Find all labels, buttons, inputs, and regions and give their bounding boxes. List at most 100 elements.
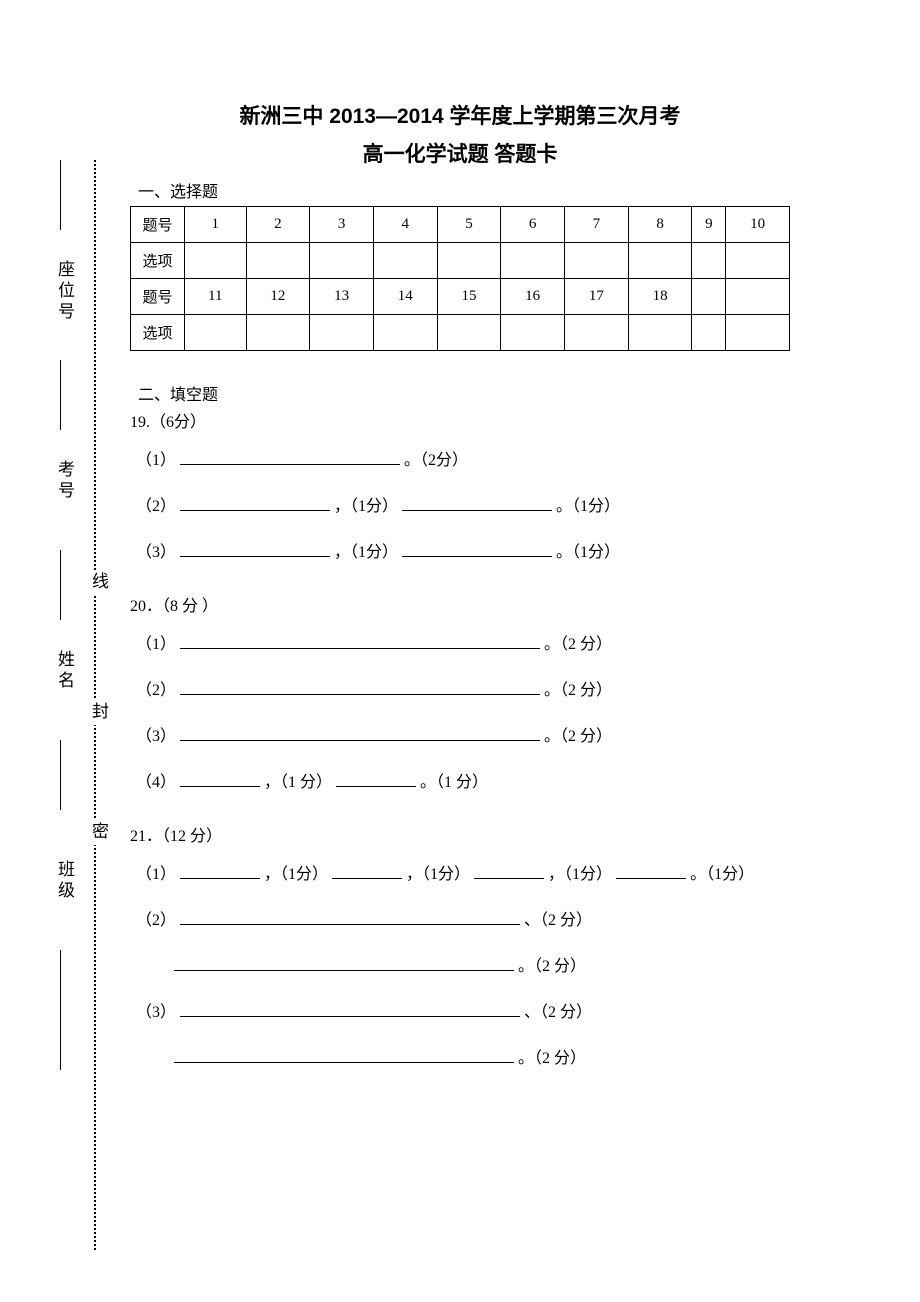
cell-answer[interactable] — [246, 315, 310, 351]
q20-line-4: （4） ，（1 分） 。（1 分） — [130, 771, 790, 795]
answer-blank[interactable] — [180, 1003, 520, 1017]
cell-qnum: 1 — [185, 207, 247, 243]
page-content: 新洲三中 2013—2014 学年度上学期第三次月考 高一化学试题 答题卡 一、… — [130, 100, 790, 1101]
answer-blank[interactable] — [474, 865, 544, 879]
answer-blank[interactable] — [180, 497, 330, 511]
prefix: （3） — [136, 1004, 176, 1021]
cell-answer[interactable] — [628, 315, 692, 351]
q20-line-3: （3） 。（2 分） — [130, 725, 790, 749]
cell-answer[interactable] — [373, 243, 437, 279]
mc-answer-table: 题号 1 2 3 4 5 6 7 8 9 10 选项 题号 11 — [130, 206, 790, 351]
cell-answer[interactable] — [692, 315, 726, 351]
cell-answer[interactable] — [437, 243, 501, 279]
cell-qnum: 7 — [565, 207, 629, 243]
answer-blank[interactable] — [336, 773, 416, 787]
answer-blank[interactable] — [180, 911, 520, 925]
cell-answer[interactable] — [373, 315, 437, 351]
sep: ，（1分） — [406, 866, 470, 883]
section-1-heading: 一、选择题 — [138, 178, 790, 202]
answer-blank[interactable] — [180, 865, 260, 879]
title-sub: 高一化学试题 答题卡 — [130, 138, 790, 168]
answer-blank[interactable] — [180, 773, 260, 787]
answer-blank[interactable] — [616, 865, 686, 879]
id-line-seg — [60, 360, 61, 430]
q21-line-2a: （2） 、（2 分） — [130, 909, 790, 933]
mid: ，（1分） — [334, 544, 398, 561]
cell-qnum: 14 — [373, 279, 437, 315]
cell-answer[interactable] — [565, 315, 629, 351]
cell-qnum: 8 — [628, 207, 692, 243]
answer-blank[interactable] — [180, 451, 400, 465]
prefix: （1） — [136, 636, 176, 653]
suffix: 。（1分） — [556, 544, 620, 561]
answer-blank[interactable] — [174, 1049, 514, 1063]
prefix: （2） — [136, 912, 176, 929]
table-row: 题号 1 2 3 4 5 6 7 8 9 10 — [131, 207, 790, 243]
label-name: 姓名 — [52, 650, 77, 692]
q21-line-1: （1） ，（1分） ，（1分） ，（1分） 。（1分） — [130, 863, 790, 887]
cell-qnum: 5 — [437, 207, 501, 243]
cell-qnum: 16 — [501, 279, 565, 315]
cell-answer[interactable] — [185, 315, 247, 351]
label-seatno: 座位号 — [52, 260, 77, 323]
mid: ，（1分） — [334, 498, 398, 515]
answer-blank[interactable] — [174, 957, 514, 971]
cell-answer[interactable] — [310, 315, 374, 351]
cell-answer[interactable] — [310, 243, 374, 279]
cell-answer[interactable] — [726, 315, 790, 351]
seal-label-xian: 线 — [86, 570, 111, 595]
cell-qnum: 15 — [437, 279, 501, 315]
cell-answer[interactable] — [501, 243, 565, 279]
answer-blank[interactable] — [402, 543, 552, 557]
cell-answer[interactable] — [246, 243, 310, 279]
id-line-seg — [60, 950, 61, 1070]
cell-answer[interactable] — [628, 243, 692, 279]
seal-label-feng: 封 — [86, 700, 111, 725]
answer-blank[interactable] — [180, 635, 540, 649]
q19-heading: 19.（6分） — [130, 411, 790, 435]
table-row: 选项 — [131, 243, 790, 279]
q21-line-3a: （3） 、（2 分） — [130, 1001, 790, 1025]
suffix: 。（2 分） — [544, 728, 612, 745]
cell-qnum: 13 — [310, 279, 374, 315]
cell-label: 选项 — [131, 243, 185, 279]
cell-answer[interactable] — [565, 243, 629, 279]
cell-label: 选项 — [131, 315, 185, 351]
answer-blank[interactable] — [180, 727, 540, 741]
suffix: 。（2 分） — [518, 1050, 586, 1067]
answer-blank[interactable] — [180, 543, 330, 557]
answer-blank[interactable] — [402, 497, 552, 511]
answer-blank[interactable] — [180, 681, 540, 695]
suffix: 。（2分） — [404, 452, 468, 469]
q19-line-1: （1） 。（2分） — [130, 449, 790, 473]
label-examno: 考号 — [52, 460, 77, 502]
binding-strip: 密 封 线 座位号 考号 姓名 班级 — [40, 160, 110, 1250]
sep: ，（1分） — [264, 866, 328, 883]
cell-qnum: 18 — [628, 279, 692, 315]
section-2-heading: 二、填空题 — [138, 381, 790, 405]
prefix: （3） — [136, 544, 176, 561]
suffix: 。（1分） — [690, 866, 754, 883]
cell-qnum: 2 — [246, 207, 310, 243]
q20-line-1: （1） 。（2 分） — [130, 633, 790, 657]
table-row: 选项 — [131, 315, 790, 351]
suffix: 。（2 分） — [544, 682, 612, 699]
suffix: 、（2 分） — [524, 1004, 592, 1021]
cell-answer[interactable] — [501, 315, 565, 351]
cell-qnum — [692, 279, 726, 315]
cell-answer[interactable] — [692, 243, 726, 279]
cell-answer[interactable] — [726, 243, 790, 279]
q21-line-2b: 。（2 分） — [130, 955, 790, 979]
id-line-seg — [60, 160, 61, 230]
cell-answer[interactable] — [437, 315, 501, 351]
suffix: 。（2 分） — [544, 636, 612, 653]
suffix: 。（2 分） — [518, 958, 586, 975]
cell-qnum: 17 — [565, 279, 629, 315]
table-row: 题号 11 12 13 14 15 16 17 18 — [131, 279, 790, 315]
cell-answer[interactable] — [185, 243, 247, 279]
cell-qnum: 4 — [373, 207, 437, 243]
cell-qnum: 3 — [310, 207, 374, 243]
prefix: （4） — [136, 774, 176, 791]
answer-blank[interactable] — [332, 865, 402, 879]
cell-qnum: 10 — [726, 207, 790, 243]
